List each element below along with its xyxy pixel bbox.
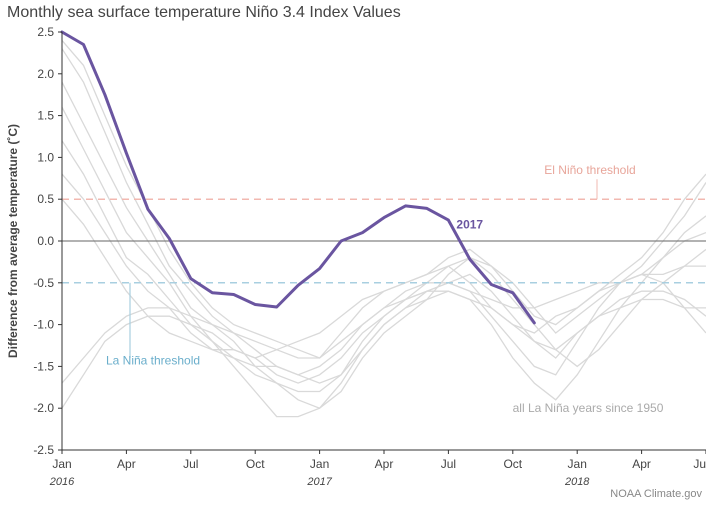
y-tick-label: 0.0	[37, 234, 54, 248]
background-series-line-5	[61, 173, 706, 376]
highlight-series-line	[60, 30, 536, 325]
x-tick-label: Oct	[503, 457, 522, 471]
chart-title: Monthly sea surface temperature Niño 3.4…	[7, 4, 401, 21]
x-tick-label: Apr	[117, 457, 136, 471]
x-year-label: 2018	[564, 476, 590, 488]
la-nina-threshold-label: La Niña threshold	[106, 354, 200, 368]
x-tick-label: Jan	[310, 457, 329, 471]
background-series-line-4	[61, 140, 706, 384]
el-nino-threshold-label: El Niño threshold	[544, 163, 635, 177]
x-tick-label: Apr	[375, 457, 394, 471]
x-tick-label: Ju	[693, 457, 706, 471]
highlight-series-label: 2017	[456, 217, 483, 231]
x-tick-label: Jan	[568, 457, 587, 471]
x-tick-label: Jul	[441, 457, 456, 471]
y-tick-label: 2.5	[37, 25, 54, 39]
x-year-label: 2016	[49, 476, 75, 488]
credit-text: NOAA Climate.gov	[610, 488, 702, 500]
background-series-label: all La Niña years since 1950	[513, 401, 664, 415]
x-year-label: 2017	[306, 476, 332, 488]
x-tick-label: Oct	[246, 457, 265, 471]
y-tick-label: 2.0	[37, 67, 54, 81]
background-series-line-6	[61, 198, 706, 359]
y-tick-label: 1.5	[37, 109, 54, 123]
y-tick-label: -0.5	[33, 276, 54, 290]
y-tick-label: 0.5	[37, 192, 54, 206]
x-tick-label: Jul	[183, 457, 198, 471]
y-tick-label: -1.0	[33, 318, 54, 332]
y-tick-label: -2.5	[33, 443, 54, 457]
x-tick-label: Jan	[52, 457, 71, 471]
y-tick-label: -1.5	[33, 359, 54, 373]
y-axis-title: Difference from average temperature (˚C)	[6, 124, 20, 358]
y-tick-label: 1.0	[37, 150, 54, 164]
background-series-line-3	[61, 106, 706, 418]
x-tick-label: Apr	[632, 457, 651, 471]
background-series-line-7	[61, 265, 706, 384]
background-series-line-8	[61, 290, 706, 409]
y-tick-label: -2.0	[33, 401, 54, 415]
